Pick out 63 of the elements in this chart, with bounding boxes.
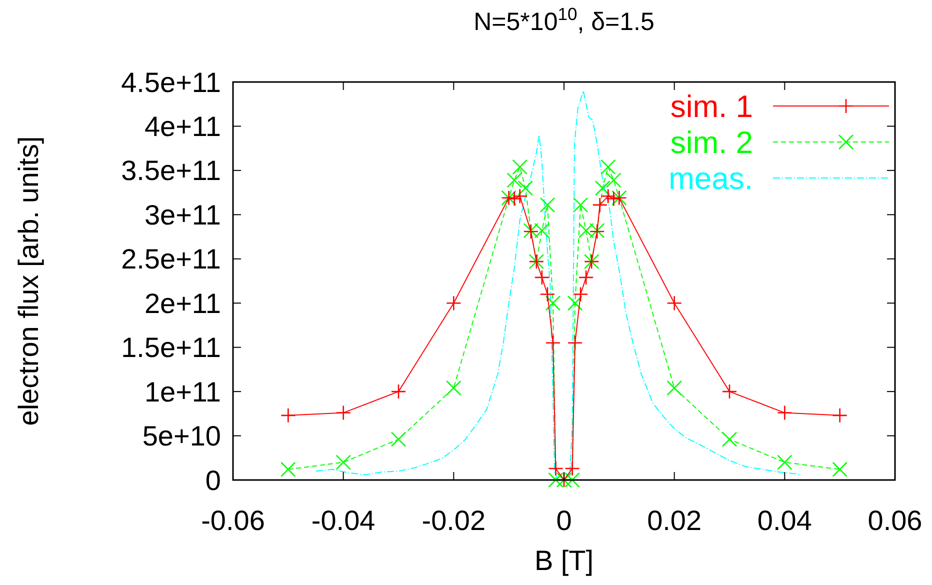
point [545, 295, 561, 311]
point [832, 408, 848, 424]
point [506, 172, 522, 188]
point [578, 270, 594, 286]
point [506, 191, 522, 206]
point [832, 462, 848, 478]
point [390, 432, 406, 447]
point [600, 159, 616, 175]
point [777, 405, 792, 420]
y-tick-label: 2e+11 [144, 288, 221, 319]
point [540, 286, 556, 302]
point [600, 188, 616, 204]
legend-label: sim. 2 [670, 124, 753, 160]
point [512, 188, 528, 204]
point [548, 460, 564, 476]
y-tick-label: 3e+11 [144, 199, 221, 230]
point [567, 295, 583, 311]
y-tick-label: 4.5e+11 [121, 66, 221, 98]
x-tick-label: -0.06 [201, 505, 265, 536]
point [540, 197, 556, 213]
point [336, 454, 351, 470]
y-axis-title: electron flux [arb. units] [13, 136, 44, 426]
y-tick-label: 1.5e+11 [121, 332, 221, 364]
y-tick-label: 5e+10 [142, 420, 221, 452]
y-tick-label: 4e+11 [144, 111, 221, 142]
point [446, 380, 462, 396]
point [594, 180, 610, 196]
y-tick-label: 1e+11 [144, 376, 221, 408]
point [512, 159, 528, 175]
y-tick-label: 3.5e+11 [121, 155, 221, 186]
point [572, 286, 588, 302]
y-tick-label: 2.5e+11 [121, 244, 221, 275]
y-tick-label: 0 [205, 464, 221, 496]
legend-label: meas. [668, 160, 753, 196]
x-tick-label: 0.04 [757, 505, 812, 536]
point [446, 295, 462, 311]
x-tick-label: 0.06 [868, 505, 922, 536]
x-tick-label: -0.04 [311, 505, 376, 536]
point [666, 380, 682, 396]
point [606, 172, 622, 188]
point [518, 180, 534, 196]
point [592, 197, 608, 213]
point [390, 384, 406, 400]
point [336, 405, 351, 420]
point [572, 197, 588, 213]
point [567, 335, 583, 351]
point [722, 432, 738, 447]
x-axis-title: B [T] [534, 545, 594, 576]
point [280, 408, 296, 424]
chart-title: N=5*10$^{10}$, δ=1.5 [474, 4, 654, 36]
point [606, 191, 622, 206]
x-tick-label: 0.02 [647, 505, 702, 536]
point [722, 384, 738, 400]
point [280, 462, 296, 478]
point [777, 454, 792, 470]
legend-label: sim. 1 [670, 88, 753, 124]
line-series [315, 90, 802, 480]
point [666, 295, 682, 311]
x-tick-label: -0.02 [422, 505, 486, 536]
point [534, 270, 550, 286]
point [564, 460, 580, 476]
x-tick-label: 0 [556, 505, 572, 536]
point [545, 335, 561, 351]
